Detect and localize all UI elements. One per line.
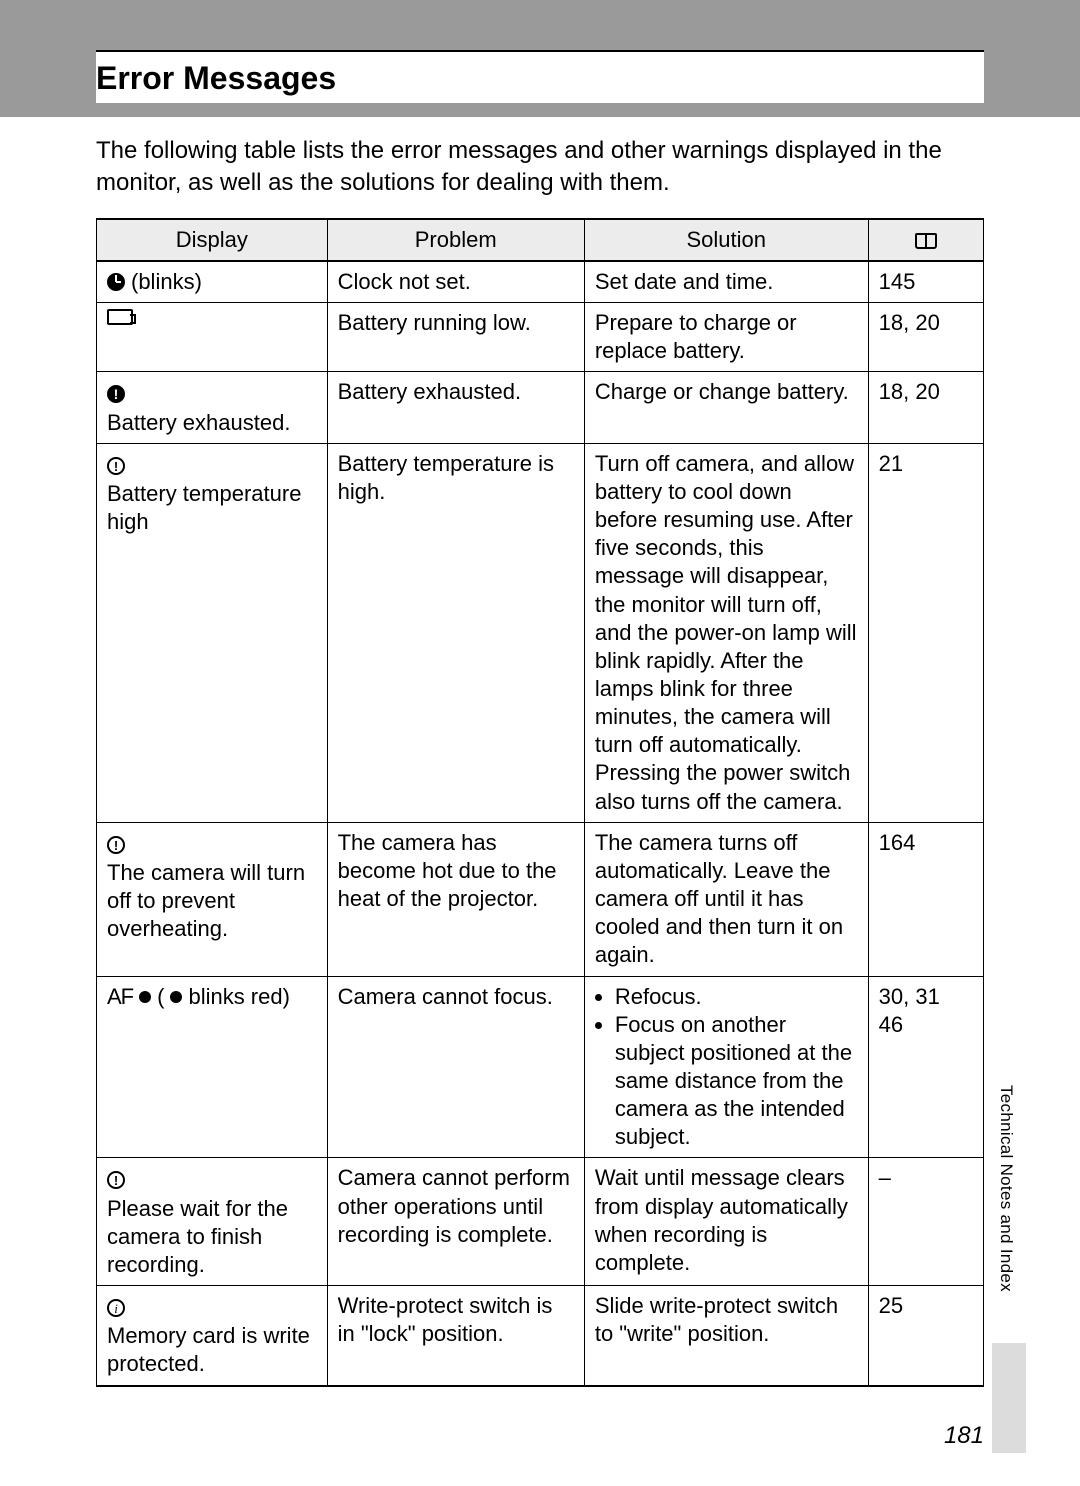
cell-problem: The camera has become hot due to the hea…	[327, 822, 584, 976]
section-side-label: Technical Notes and Index	[996, 1085, 1016, 1292]
clock-icon	[107, 273, 125, 291]
cell-solution: The camera turns off automatically. Leav…	[584, 822, 868, 976]
display-text: Memory card is write protected.	[107, 1322, 317, 1378]
cell-display: ! Please wait for the camera to finish re…	[97, 1158, 328, 1286]
table-row: !Battery exhausted.Battery exhausted.Cha…	[97, 372, 984, 443]
warning-outline-icon: !	[107, 836, 125, 854]
cell-problem: Write-protect switch is in "lock" positi…	[327, 1286, 584, 1386]
cell-solution: Charge or change battery.	[584, 372, 868, 443]
cell-problem: Battery exhausted.	[327, 372, 584, 443]
cell-problem: Camera cannot focus.	[327, 976, 584, 1158]
cell-solution: Wait until message clears from display a…	[584, 1158, 868, 1286]
cell-problem: Clock not set.	[327, 261, 584, 303]
cell-solution: Set date and time.	[584, 261, 868, 303]
cell-display: ! The camera will turn off to prevent ove…	[97, 822, 328, 976]
cell-solution: Slide write-protect switch to "write" po…	[584, 1286, 868, 1386]
cell-ref: 18, 20	[868, 303, 983, 372]
cell-ref: 164	[868, 822, 983, 976]
solution-list-item: Focus on another subject positioned at t…	[615, 1011, 858, 1152]
cell-display: ! Battery exhausted.	[97, 372, 328, 443]
cell-display: ! Battery temperature high	[97, 443, 328, 822]
cell-display	[97, 303, 328, 372]
display-text: Battery temperature high	[107, 480, 317, 536]
cell-ref: 145	[868, 261, 983, 303]
cell-ref: –	[868, 1158, 983, 1286]
table-row: ! Please wait for the camera to finish re…	[97, 1158, 984, 1286]
focus-dot-icon	[170, 991, 182, 1003]
solution-list-item: Refocus.	[615, 983, 858, 1011]
col-header-display: Display	[97, 219, 328, 261]
af-icon: AF	[107, 986, 133, 1008]
cell-problem: Battery temperature is high.	[327, 443, 584, 822]
col-header-solution: Solution	[584, 219, 868, 261]
table-row: ! Battery temperature highBattery tempera…	[97, 443, 984, 822]
warning-solid-icon: !	[107, 385, 125, 403]
cell-problem: Camera cannot perform other operations u…	[327, 1158, 584, 1286]
table-row: Battery running low.Prepare to charge or…	[97, 303, 984, 372]
book-icon	[915, 233, 937, 249]
battery-icon	[107, 309, 133, 325]
table-header-row: Display Problem Solution	[97, 219, 984, 261]
display-text: (blinks)	[131, 268, 202, 296]
cell-ref: 25	[868, 1286, 983, 1386]
col-header-problem: Problem	[327, 219, 584, 261]
display-text: Battery exhausted.	[107, 409, 317, 437]
section-side-tab	[992, 1343, 1026, 1453]
cell-ref: 21	[868, 443, 983, 822]
warning-outline-icon: !	[107, 457, 125, 475]
header-gray-band: Error Messages	[0, 0, 1080, 117]
table-row: ! The camera will turn off to prevent ove…	[97, 822, 984, 976]
table-row: i Memory card is write protected.Write-pr…	[97, 1286, 984, 1386]
cell-display: (blinks)	[97, 261, 328, 303]
table-row: AF ( blinks red)Camera cannot focus.Refo…	[97, 976, 984, 1158]
error-messages-table: Display Problem Solution (blinks) Clock n…	[96, 218, 984, 1387]
page-title: Error Messages	[96, 60, 984, 97]
cell-problem: Battery running low.	[327, 303, 584, 372]
col-header-ref	[868, 219, 983, 261]
cell-solution: Prepare to charge or replace battery.	[584, 303, 868, 372]
table-row: (blinks) Clock not set.Set date and time.…	[97, 261, 984, 303]
cell-ref: 30, 31 46	[868, 976, 983, 1158]
title-bar: Error Messages	[96, 50, 984, 103]
warning-outline-icon: !	[107, 1171, 125, 1189]
cell-display: i Memory card is write protected.	[97, 1286, 328, 1386]
cell-ref: 18, 20	[868, 372, 983, 443]
intro-paragraph: The following table lists the error mess…	[96, 135, 984, 200]
page-number: 181	[944, 1422, 984, 1450]
display-text: blinks red)	[188, 983, 289, 1011]
info-outline-icon: i	[107, 1299, 125, 1317]
cell-display: AF ( blinks red)	[97, 976, 328, 1158]
focus-dot-icon	[139, 991, 151, 1003]
display-text: Please wait for the camera to finish rec…	[107, 1195, 317, 1279]
display-text: The camera will turn off to prevent over…	[107, 859, 317, 943]
cell-solution: Turn off camera, and allow battery to co…	[584, 443, 868, 822]
cell-solution: Refocus.Focus on another subject positio…	[584, 976, 868, 1158]
